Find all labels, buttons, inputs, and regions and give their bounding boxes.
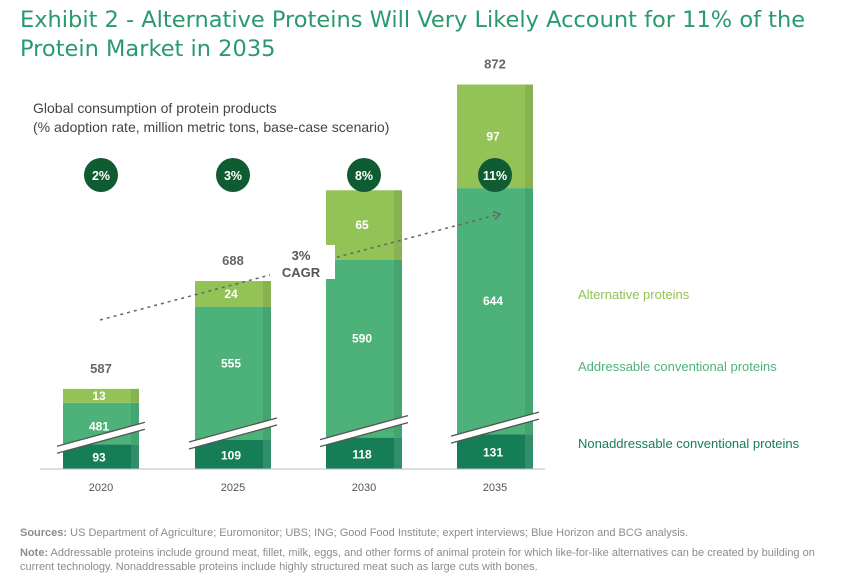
bar-shade-nonaddressable-2020	[131, 444, 139, 469]
bar-addressable-2030	[326, 259, 402, 438]
adoption-rate-2035: 11%	[483, 169, 507, 183]
axis-break-2030	[320, 415, 408, 447]
label-addressable-2035: 644	[483, 294, 503, 308]
axis-break-line-bottom-2025	[188, 424, 278, 450]
sources-text: Sources: US Department of Agriculture; E…	[20, 526, 840, 540]
legend-item-3: Nonaddressable conventional proteins	[578, 436, 800, 451]
note-label: Note:	[20, 547, 49, 559]
bar-shade-alternative-2035	[525, 84, 533, 189]
bar-shade-addressable-2030	[394, 259, 402, 438]
adoption-rate-2025: 3%	[224, 169, 242, 183]
label-addressable-2025: 555	[221, 356, 241, 370]
adoption-badge-2020	[84, 158, 118, 192]
label-addressable-2030: 590	[352, 332, 372, 346]
label-nonaddressable-2025: 109	[221, 449, 241, 463]
axis-break-2025	[189, 418, 277, 450]
label-nonaddressable-2035: 131	[483, 446, 503, 460]
bar-shade-addressable-2025	[263, 306, 271, 441]
bar-shade-alternative-2025	[263, 281, 271, 307]
cagr-value: 3%	[292, 248, 311, 263]
bar-alternative-2030	[326, 190, 402, 260]
label-addressable-2020: 481	[89, 419, 109, 433]
total-label-2020: 587	[90, 361, 112, 376]
bar-addressable-2035	[457, 188, 533, 435]
label-alternative-2020: 13	[92, 389, 106, 403]
axis-break-2020	[57, 422, 145, 454]
adoption-badge-2030	[347, 158, 381, 192]
axis-break-line-top-2025	[188, 417, 278, 443]
cagr-label: CAGR	[282, 265, 321, 280]
axis-break-line-top-2030	[319, 414, 409, 441]
label-nonaddressable-2030: 118	[352, 447, 372, 461]
adoption-rate-2030: 8%	[355, 169, 373, 183]
axis-break-line-bottom-2020	[56, 428, 146, 454]
x-tick-label-2020: 2020	[89, 482, 113, 494]
legend-item-1: Alternative proteins	[578, 287, 690, 302]
cagr-arrow	[99, 210, 502, 321]
note-body: Addressable proteins include ground meat…	[20, 547, 815, 573]
label-alternative-2030: 65	[355, 218, 369, 232]
bar-shade-nonaddressable-2030	[394, 437, 402, 469]
total-label-2035: 872	[484, 57, 506, 72]
x-tick-label-2035: 2035	[483, 482, 507, 494]
subtitle-line-1: Global consumption of protein products	[33, 100, 277, 116]
bar-nonaddressable-2030	[326, 437, 402, 469]
bar-addressable-2025	[195, 306, 271, 441]
x-tick-label-2030: 2030	[352, 482, 376, 494]
bar-shade-nonaddressable-2035	[525, 434, 533, 469]
bar-shade-addressable-2035	[525, 188, 533, 435]
subtitle-line-2: (% adoption rate, million metric tons, b…	[33, 119, 390, 135]
legend: Alternative proteins Addressable conventi…	[578, 287, 800, 451]
label-nonaddressable-2020: 93	[92, 451, 106, 465]
chart-title: Exhibit 2 - Alternative Proteins Will Ve…	[20, 7, 806, 62]
cagr-label-bg	[270, 245, 335, 279]
bar-shade-nonaddressable-2025	[263, 440, 271, 469]
total-label-2025: 688	[222, 253, 244, 268]
adoption-rate-2020: 2%	[92, 169, 110, 183]
bar-nonaddressable-2035	[457, 434, 533, 469]
bar-nonaddressable-2025	[195, 440, 271, 469]
axis-break-line-bottom-2035	[450, 418, 540, 444]
chart-subtitle: Global consumption of protein products (…	[33, 99, 389, 137]
label-alternative-2035: 97	[486, 129, 500, 143]
axis-break-line-top-2035	[450, 411, 540, 437]
adoption-badge-2025	[216, 158, 250, 192]
adoption-badge-2035	[478, 158, 512, 192]
sources-label: Sources:	[20, 527, 68, 539]
bar-shade-addressable-2020	[131, 402, 139, 445]
note-text: Note: Addressable proteins include groun…	[20, 546, 820, 574]
axis-break-line-top-2020	[56, 421, 146, 447]
axis-break-2035	[451, 412, 539, 444]
axis-break-line-bottom-2030	[319, 421, 409, 448]
bar-shade-alternative-2030	[394, 190, 402, 260]
x-tick-label-2025: 2025	[221, 482, 245, 494]
bar-shade-alternative-2020	[131, 388, 139, 403]
bars-layer: 93 481 13 587 2020 2% 109 555 24 688 2025 3% 118 590 6…	[56, 57, 540, 494]
label-alternative-2025: 24	[224, 287, 238, 301]
sources-body: US Department of Agriculture; Euromonito…	[67, 527, 689, 539]
bar-alternative-2025	[195, 281, 271, 307]
bar-alternative-2020	[63, 388, 139, 403]
legend-item-2: Addressable conventional proteins	[578, 359, 777, 374]
